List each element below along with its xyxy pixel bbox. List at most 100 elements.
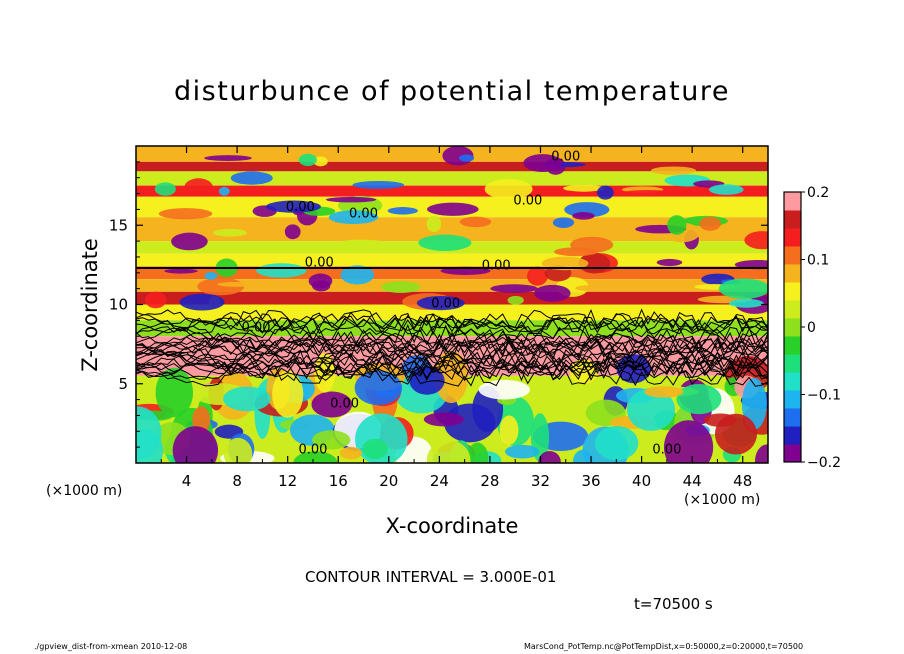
contour-label: 0.00: [431, 297, 460, 312]
field-cell-169: [325, 196, 377, 203]
field-cell-128: [381, 281, 421, 293]
contour-line-25: [136, 323, 768, 345]
x-tick-label: 44: [683, 472, 702, 490]
field-cell-140: [418, 234, 472, 251]
field-cell-143: [313, 156, 328, 167]
field-cell-120: [426, 215, 442, 233]
contour-line-8: [136, 311, 768, 331]
field-cell-106: [362, 438, 388, 459]
field-cell-174: [179, 293, 225, 311]
field-cell-46: [155, 367, 194, 418]
colorbar-swatch: [784, 300, 801, 319]
contour-label: 0.00: [305, 255, 334, 270]
field-cell-178: [459, 216, 492, 228]
field-cell-162: [218, 186, 230, 196]
field-cell-173: [145, 291, 167, 309]
contour-line-1: [136, 367, 768, 387]
contour-line-0: [136, 308, 768, 329]
x-tick-label: 32: [531, 472, 550, 490]
field-cell-117: [734, 260, 768, 270]
field-cell-176: [620, 190, 675, 197]
field-cell-109: [223, 437, 253, 463]
colorbar-tick-label: 0.2: [807, 185, 829, 201]
field-cell-199: [265, 200, 321, 213]
x-tick-label: 36: [581, 472, 600, 490]
colorbar-swatch: [784, 444, 801, 463]
contour-line-6: [136, 356, 768, 377]
colorbar-tick-label: 0: [807, 320, 816, 336]
x-tick-label: 20: [379, 472, 398, 490]
x-axis-label: X-coordinate: [385, 514, 519, 538]
field-cell-110: [158, 208, 213, 220]
x-tick-label: 8: [232, 472, 242, 490]
field-cell-63: [312, 430, 351, 450]
field-cell-87: [499, 415, 519, 445]
heatmap-field: [136, 146, 768, 463]
field-cell-138: [184, 178, 213, 197]
field-cell-103: [627, 388, 675, 432]
contour-label: 0.00: [652, 442, 681, 457]
contour-label: 0.00: [242, 320, 271, 335]
field-cell-133: [328, 210, 379, 225]
x-tick-label: 12: [278, 472, 297, 490]
field-cell-172: [744, 231, 768, 250]
field-cell-153: [340, 265, 375, 285]
field-cell-190: [709, 184, 744, 195]
field-cell-134: [308, 273, 333, 289]
field-cell-121: [216, 281, 258, 287]
field-cell-90: [272, 370, 304, 418]
field-cell-148: [298, 153, 317, 167]
field-cell-194: [656, 258, 683, 266]
field-cell-126: [336, 239, 387, 248]
field-cell-112: [284, 224, 301, 240]
contour-label: 0.00: [298, 442, 327, 457]
colorbar-swatch: [784, 318, 801, 337]
field-cell-192: [416, 295, 465, 311]
field-cell-171: [699, 216, 721, 231]
field-cell-135: [563, 184, 605, 192]
field-cell-151: [668, 196, 721, 208]
colorbar-swatch: [784, 210, 801, 229]
y-tick-label: 5: [118, 375, 128, 393]
field-cell-96: [714, 413, 757, 455]
field-cell-71: [572, 449, 594, 463]
contour-line-22: [136, 352, 768, 371]
contour-label: 0.00: [330, 397, 359, 412]
colorbar-swatch: [784, 228, 801, 247]
colorbar-swatch: [784, 264, 801, 283]
field-cell-196: [204, 272, 218, 280]
field-cell-164: [650, 166, 696, 175]
colorbar-swatch: [784, 390, 801, 409]
contour-label: 0.00: [482, 259, 511, 274]
x-tick-label: 48: [733, 472, 752, 490]
chart-title: disturbunce of potential temperature: [174, 76, 730, 107]
field-band-1: [136, 161, 768, 172]
field-cell-157: [507, 295, 524, 305]
field-cell-101: [136, 406, 162, 460]
field-cell-166: [534, 284, 571, 302]
field-cell-108: [339, 446, 363, 460]
field-cell-99: [223, 386, 271, 412]
contour-line-2: [136, 331, 768, 351]
colorbar-swatch: [784, 246, 801, 265]
contour-line-3: [136, 315, 768, 334]
time-label: t=70500 s: [634, 595, 713, 613]
contour-line-9: [136, 336, 768, 357]
contour-line-20: [136, 315, 768, 336]
contour-line-16: [136, 357, 768, 378]
field-cell-111: [427, 202, 479, 216]
colorbar-swatch: [784, 372, 801, 391]
contour-line-17: [136, 354, 768, 374]
field-cell-193: [572, 212, 595, 220]
field-cell-177: [596, 185, 614, 200]
field-band-2: [136, 171, 768, 186]
field-cell-92: [538, 450, 561, 463]
x-tick-label: 40: [632, 472, 651, 490]
field-cell-146: [552, 217, 575, 228]
field-band-3: [136, 185, 768, 197]
colorbar-tick-label: −0.2: [807, 455, 841, 471]
x-axis-unit-right: (×1000 m): [684, 492, 761, 508]
field-cell-156: [523, 154, 563, 173]
field-cell-175: [553, 247, 598, 257]
field-cell-137: [230, 171, 273, 185]
